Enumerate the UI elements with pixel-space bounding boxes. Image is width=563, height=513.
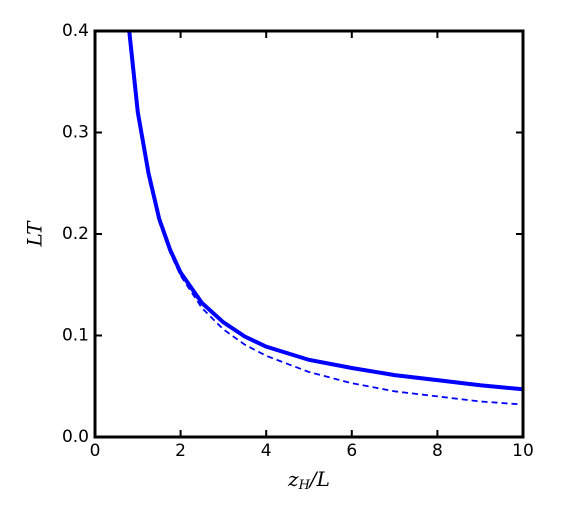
y-axis-label: LT xyxy=(23,220,47,248)
line-series xyxy=(128,32,523,406)
y-tick-label: 0.2 xyxy=(62,224,89,244)
line-series xyxy=(127,31,523,392)
x-tick-label: 0 xyxy=(90,441,101,461)
plot-lines xyxy=(127,31,523,406)
y-tick-label: 0.4 xyxy=(62,21,89,41)
y-tick-label: 0.1 xyxy=(62,326,89,346)
x-tick-label: 10 xyxy=(512,441,534,461)
y-tick-label: 0.3 xyxy=(62,123,89,143)
x-tick-label: 4 xyxy=(261,441,272,461)
plot-frame xyxy=(93,29,525,439)
x-tick-label: 2 xyxy=(175,441,186,461)
x-tick-label: 6 xyxy=(346,441,357,461)
y-tick-label: 0.0 xyxy=(62,427,89,447)
x-axis-label: zH/L xyxy=(287,467,330,493)
x-tick-label: 8 xyxy=(432,441,443,461)
